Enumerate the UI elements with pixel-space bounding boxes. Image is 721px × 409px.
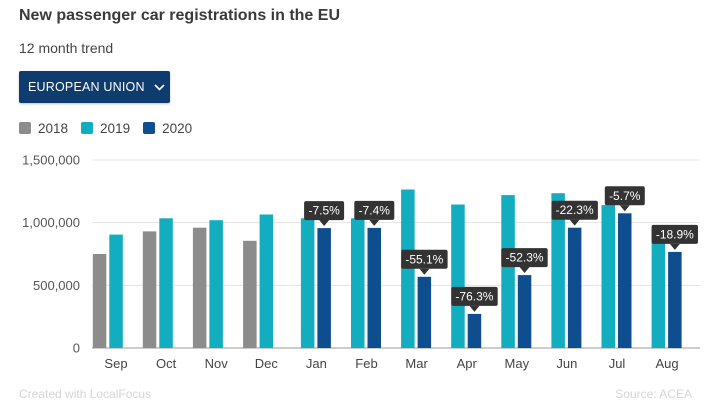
legend-item-2018[interactable]: 2018: [19, 121, 68, 136]
bar-2020-Feb: [367, 227, 381, 348]
bar-2019-Apr: [451, 204, 465, 348]
bar-2018-Sep: [92, 254, 107, 348]
annotation-label: -7.4%: [359, 203, 391, 217]
chart-subtitle: 12 month trend: [19, 40, 114, 56]
bar-2019-May: [501, 195, 515, 348]
bar-2020-Jul: [618, 213, 632, 348]
annotation-pointer: [469, 305, 480, 312]
annotation-label: -7.5%: [308, 204, 340, 218]
legend-swatch-2020: [143, 122, 156, 134]
x-tick-label: Jun: [556, 356, 577, 371]
footer-source: Source: ACEA: [615, 387, 692, 401]
bar-2018-Dec: [243, 240, 257, 348]
chevron-down-icon: [154, 83, 165, 91]
bar-2018-Nov: [192, 227, 207, 348]
x-tick-label: Jul: [609, 356, 626, 371]
bar-2020-Jun: [567, 227, 582, 348]
annotation-label: -76.3%: [455, 289, 493, 303]
legend-label-2020: 2020: [162, 120, 193, 136]
y-tick-label: 0: [73, 341, 80, 356]
footer-credit[interactable]: Created with LocalFocus: [19, 387, 152, 401]
bar-2018-Oct: [142, 231, 157, 348]
bar-2020-Aug: [668, 251, 682, 348]
bar-2019-Jun: [551, 193, 565, 348]
annotation-box: [604, 186, 645, 206]
annotation-pointer: [669, 243, 680, 250]
annotation-pointer: [369, 219, 380, 226]
chart-legend: 2018 2019 2020: [19, 120, 205, 136]
bar-2020-Jan: [317, 228, 331, 348]
bar-2020-Mar: [417, 276, 432, 348]
legend-swatch-2018: [19, 122, 31, 134]
annotation-box: [651, 224, 698, 244]
annotation-label: -5.7%: [609, 189, 641, 203]
annotation-pointer: [419, 268, 430, 275]
annotation-box: [304, 201, 345, 221]
x-tick-label: Nov: [205, 356, 229, 371]
x-tick-label: Sep: [104, 356, 127, 371]
legend-label-2019: 2019: [100, 120, 131, 136]
annotation-box: [501, 248, 548, 268]
legend-item-2019[interactable]: 2019: [81, 121, 130, 136]
y-tick-label: 1,000,000: [22, 215, 80, 230]
bar-2020-May: [517, 275, 532, 348]
bar-2019-Sep: [109, 234, 123, 348]
bar-2019-Feb: [351, 218, 365, 348]
x-tick-label: Aug: [656, 356, 679, 371]
bar-2019-Jul: [601, 205, 615, 348]
annotation-pointer: [619, 205, 630, 212]
annotation-label: -18.9%: [656, 227, 694, 241]
annotation-box: [551, 200, 598, 220]
annotation-label: -52.3%: [506, 251, 544, 265]
bar-2019-Dec: [259, 214, 274, 348]
annotation-pointer: [569, 219, 580, 226]
bar-2019-Aug: [651, 229, 666, 348]
bar-2019-Oct: [159, 218, 173, 348]
bar-2020-Apr: [467, 313, 482, 348]
legend-swatch-2019: [81, 122, 94, 134]
x-tick-label: Oct: [156, 356, 177, 371]
region-dropdown[interactable]: EUROPEAN UNION: [19, 71, 170, 103]
bar-2019-Jan: [300, 218, 315, 348]
annotation-box: [401, 249, 448, 269]
annotation-pointer: [519, 267, 530, 274]
x-tick-label: Apr: [457, 356, 478, 371]
x-tick-label: Dec: [255, 356, 279, 371]
annotation-box: [354, 200, 395, 220]
x-tick-label: Feb: [355, 356, 377, 371]
annotation-pointer: [319, 220, 330, 227]
annotation-label: -55.1%: [405, 252, 443, 266]
chart-title: New passenger car registrations in the E…: [19, 7, 340, 24]
legend-item-2020[interactable]: 2020: [143, 121, 192, 136]
x-tick-label: Jan: [306, 356, 327, 371]
legend-label-2018: 2018: [38, 120, 69, 136]
x-tick-label: Mar: [405, 356, 428, 371]
region-dropdown-label: EUROPEAN UNION: [28, 80, 145, 94]
y-tick-label: 1,500,000: [22, 153, 80, 168]
bar-2019-Nov: [209, 220, 223, 348]
annotation-box: [451, 286, 498, 306]
x-tick-label: May: [505, 356, 530, 371]
y-tick-label: 500,000: [33, 278, 80, 293]
annotation-label: -22.3%: [556, 203, 594, 217]
